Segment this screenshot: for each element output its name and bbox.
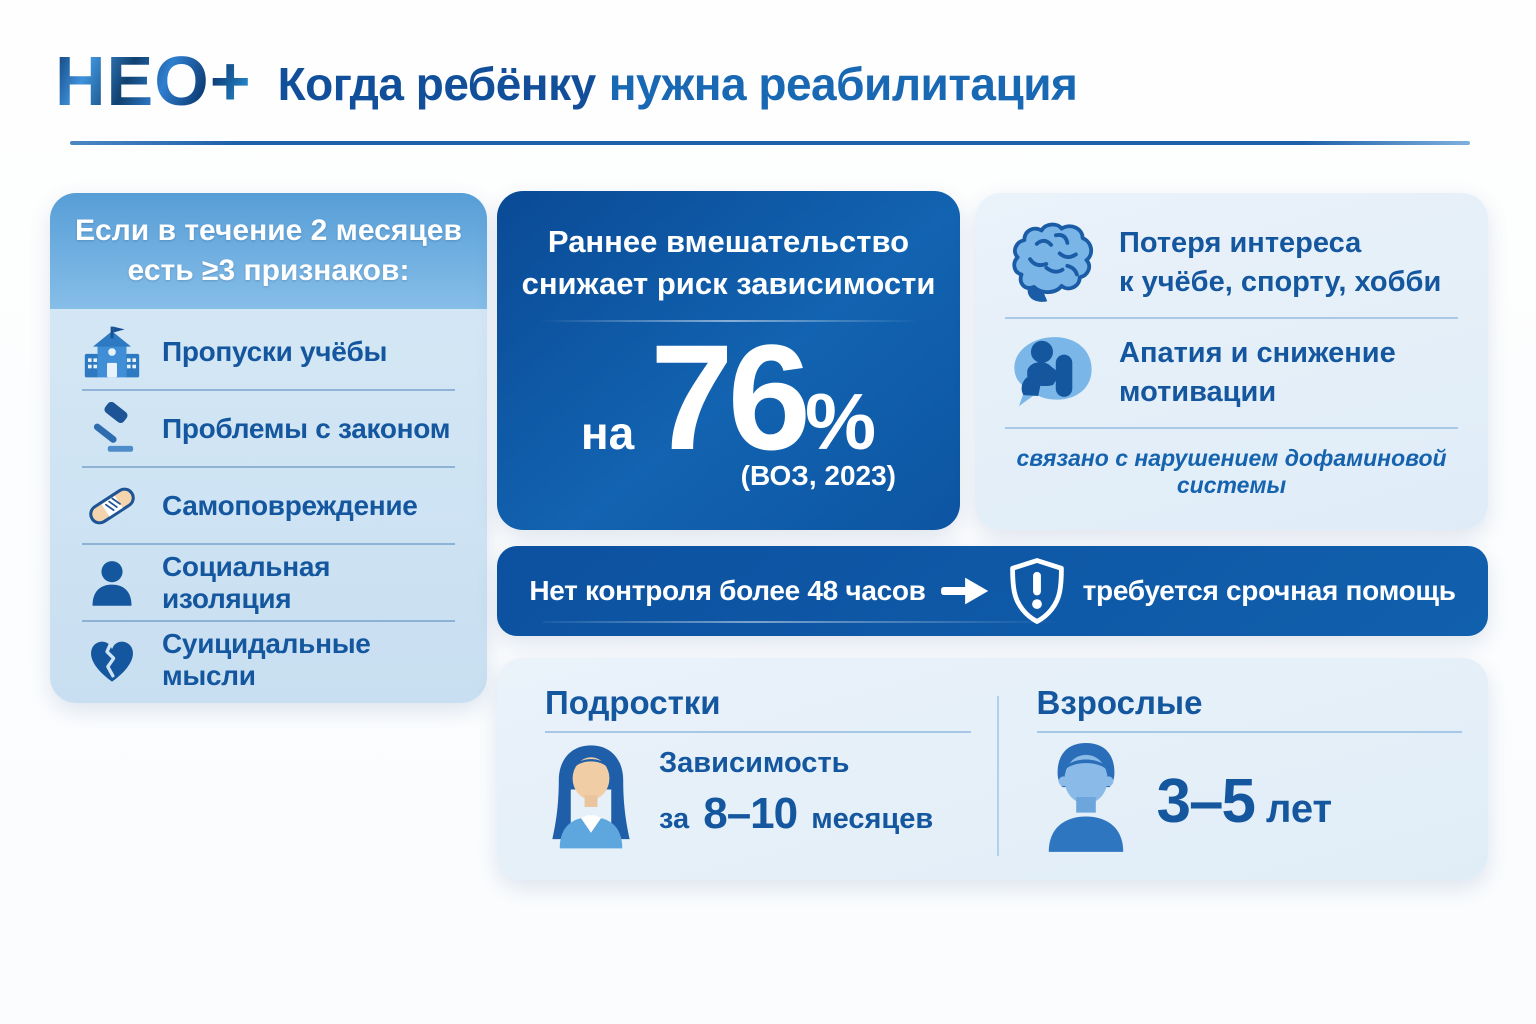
list-item-label: Пропуски учёбы	[162, 335, 388, 367]
row-divider	[1005, 317, 1458, 319]
teens-heading: Подростки	[545, 684, 721, 721]
adults-heading-underline	[1036, 731, 1462, 733]
teens-line2: за 8–10 месяцев	[659, 784, 933, 843]
teens-heading-underline	[545, 731, 971, 733]
teens-line1: Зависимость	[659, 747, 850, 780]
teens-duration-value: 8–10	[703, 788, 798, 838]
apathy-icon	[1005, 330, 1101, 416]
shield-exclamation-icon	[1006, 557, 1068, 625]
banner-right-text: требуется срочная помощь	[1082, 575, 1456, 606]
teens-column: Подростки Зависимость за	[497, 658, 997, 880]
adults-column: Взрослые 3–5 лет	[999, 658, 1489, 880]
page-title-rest: нужна реабилитация	[608, 57, 1078, 110]
stat-divider	[538, 319, 919, 322]
symptom-line1: Потеря интереса	[1119, 226, 1362, 259]
teens-text: Зависимость за 8–10 месяцев	[659, 744, 933, 853]
page-title-bold: Когда ребёнку	[277, 57, 597, 110]
page-title: Когда ребёнку нужна реабилитация	[278, 54, 1078, 108]
adult-man-avatar	[1037, 737, 1135, 853]
school-icon	[82, 323, 142, 381]
person-icon	[82, 554, 142, 612]
timeline-panel: Подростки Зависимость за	[497, 658, 1488, 880]
warning-signs-list: Пропуски учёбы Проблемы с законом	[82, 314, 455, 697]
symptoms-inner: Потеря интереса к учёбе, спорту, хобби	[975, 193, 1488, 499]
symptom-line2: к учёбе, спорту, хобби	[1119, 266, 1442, 298]
row-divider	[1005, 427, 1458, 429]
stat-value: 76	[650, 312, 811, 481]
symptom-line2: мотивации	[1119, 376, 1277, 408]
list-item: Пропуски учёбы	[82, 314, 455, 391]
teens-content: Зависимость за 8–10 месяцев	[545, 737, 971, 853]
bandage-icon	[82, 477, 142, 535]
list-item-label: Социальная изоляция	[162, 550, 331, 614]
warning-signs-panel: Если в течение 2 месяцев есть ≥3 признак…	[50, 193, 487, 703]
stat-prefix: на	[580, 406, 635, 459]
stat-heading-line2: снижает риск зависимости	[521, 265, 936, 301]
teens-prefix: за	[659, 802, 690, 835]
stat-percent-sign: %	[805, 376, 877, 466]
neo-plus-logo: НЕО+	[55, 42, 252, 120]
early-intervention-stat-card: Раннее вмешательство снижает риск зависи…	[497, 191, 960, 530]
banner-underline	[543, 621, 1063, 623]
adults-duration-value: 3–5	[1156, 767, 1256, 836]
arrow-right-icon	[940, 575, 991, 607]
column-divider	[996, 696, 999, 856]
broken-heart-icon	[82, 631, 142, 689]
dopamine-footnote: связано с нарушением дофаминовой системы	[1016, 445, 1447, 498]
banner-left-text: Нет контроля более 48 часов	[529, 575, 926, 606]
header: НЕО+ Когда ребёнку нужна реабилитация	[55, 42, 1078, 120]
list-item-label: Апатия и снижение мотивации	[1119, 334, 1396, 412]
list-item: Проблемы с законом	[82, 391, 455, 468]
list-item-label: Самоповреждение	[162, 489, 418, 521]
adults-text: 3–5 лет	[1157, 766, 1333, 853]
list-item-label: Проблемы с законом	[162, 412, 451, 444]
brain-icon	[1005, 220, 1101, 306]
adults-heading: Взрослые	[1036, 684, 1203, 721]
stat-value-row: на 76 %	[497, 322, 960, 472]
teens-suffix: месяцев	[811, 802, 934, 835]
symptoms-panel: Потеря интереса к учёбе, спорту, хобби	[975, 193, 1488, 530]
adults-suffix: лет	[1265, 787, 1333, 831]
list-item-label: Суицидальные мысли	[162, 627, 371, 691]
symptom-line1: Апатия и снижение	[1119, 336, 1396, 369]
list-item: Суицидальные мысли	[82, 622, 455, 697]
header-divider	[70, 141, 1470, 145]
teen-girl-avatar	[545, 737, 637, 853]
gavel-icon	[82, 400, 142, 458]
list-item-label: Потеря интереса к учёбе, спорту, хобби	[1119, 224, 1441, 302]
warning-signs-heading-line2: есть ≥3 признаков:	[127, 254, 410, 287]
stat-heading-line1: Раннее вмешательство	[547, 224, 910, 259]
list-item: Апатия и снижение мотивации	[1005, 325, 1458, 421]
stat-heading: Раннее вмешательство снижает риск зависи…	[497, 221, 960, 305]
list-item: Социальная изоляция	[82, 545, 455, 622]
list-item: Самоповреждение	[82, 468, 455, 545]
adults-content: 3–5 лет	[1037, 737, 1463, 853]
warning-signs-heading-line1: Если в течение 2 месяцев	[75, 214, 462, 248]
list-item: Потеря интереса к учёбе, спорту, хобби	[1005, 215, 1458, 311]
warning-signs-heading: Если в течение 2 месяцев есть ≥3 признак…	[50, 193, 487, 309]
urgent-help-banner: Нет контроля более 48 часов требуется ср…	[497, 546, 1488, 636]
stat-source: (ВОЗ, 2023)	[740, 459, 896, 491]
